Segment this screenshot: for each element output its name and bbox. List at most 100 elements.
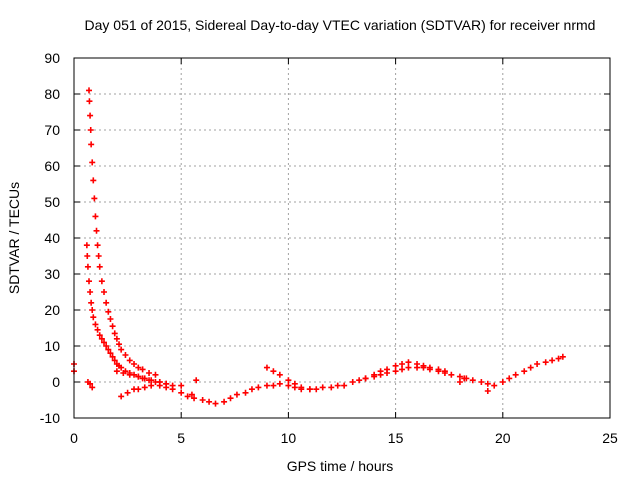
data-point bbox=[193, 377, 200, 384]
data-point bbox=[90, 177, 97, 184]
data-point bbox=[87, 112, 94, 119]
y-tick-label: 0 bbox=[52, 374, 60, 390]
y-axis-label: SDTVAR / TECUs bbox=[6, 182, 22, 294]
y-tick-label: 80 bbox=[44, 86, 60, 102]
data-point bbox=[334, 382, 341, 389]
data-point bbox=[86, 87, 93, 94]
data-point bbox=[188, 391, 195, 398]
data-point bbox=[349, 379, 356, 385]
y-tick-label: 70 bbox=[44, 122, 60, 138]
data-point bbox=[120, 370, 127, 376]
data-point bbox=[298, 384, 305, 391]
data-point bbox=[491, 382, 498, 389]
data-point bbox=[83, 242, 90, 249]
x-tick-label: 10 bbox=[281, 430, 297, 446]
data-point bbox=[98, 278, 105, 285]
data-point bbox=[148, 377, 155, 384]
data-point bbox=[109, 323, 116, 330]
data-point bbox=[559, 353, 566, 360]
data-point bbox=[89, 159, 96, 166]
data-point bbox=[233, 391, 240, 398]
x-tick-label: 5 bbox=[177, 430, 185, 446]
data-point bbox=[435, 366, 442, 373]
data-point bbox=[362, 375, 369, 382]
axis-ticks: -10 0 10 20 30 40 50 60 70 80 90 0 5 10 15 20 25 bbox=[40, 50, 618, 446]
data-point bbox=[94, 326, 101, 333]
data-point bbox=[306, 386, 313, 393]
data-point bbox=[469, 377, 476, 384]
data-point bbox=[90, 314, 97, 321]
data-point bbox=[392, 368, 399, 375]
data-point bbox=[92, 213, 99, 220]
data-point bbox=[135, 373, 142, 380]
data-point bbox=[426, 364, 433, 371]
series-isolated-points bbox=[71, 361, 491, 398]
data-point bbox=[126, 357, 133, 364]
data-point bbox=[534, 361, 541, 367]
y-tick-label: 90 bbox=[44, 50, 60, 66]
data-points bbox=[71, 87, 566, 407]
data-point bbox=[392, 362, 399, 369]
data-point bbox=[152, 371, 159, 378]
data-point bbox=[89, 307, 96, 313]
data-point bbox=[95, 253, 102, 259]
y-tick-label: 50 bbox=[44, 194, 60, 210]
data-point bbox=[92, 321, 99, 328]
data-point bbox=[107, 350, 114, 357]
data-point bbox=[184, 393, 191, 400]
data-point bbox=[86, 278, 93, 285]
data-point bbox=[270, 368, 277, 375]
data-point bbox=[146, 370, 153, 376]
data-point bbox=[499, 379, 506, 385]
data-point bbox=[206, 398, 213, 405]
data-point bbox=[319, 384, 326, 391]
data-point bbox=[521, 368, 528, 375]
data-point bbox=[107, 316, 114, 322]
data-point bbox=[86, 98, 93, 105]
data-point bbox=[113, 335, 120, 342]
data-point bbox=[122, 352, 129, 358]
data-point bbox=[313, 386, 320, 393]
data-point bbox=[478, 379, 485, 385]
x-tick-label: 0 bbox=[70, 430, 78, 446]
data-point bbox=[227, 395, 234, 402]
data-point bbox=[101, 339, 108, 346]
data-point bbox=[94, 242, 101, 249]
x-tick-label: 25 bbox=[602, 430, 618, 446]
data-point bbox=[341, 382, 348, 389]
data-point bbox=[135, 386, 142, 393]
data-point bbox=[111, 330, 118, 337]
series-main-band bbox=[118, 353, 566, 407]
data-point bbox=[103, 343, 110, 349]
data-point bbox=[118, 346, 125, 353]
y-tick-label: 60 bbox=[44, 158, 60, 174]
data-point bbox=[178, 389, 185, 396]
data-point bbox=[88, 141, 95, 148]
data-point bbox=[141, 384, 148, 391]
series-high-decay-track bbox=[86, 87, 159, 378]
data-point bbox=[405, 364, 412, 371]
x-tick-label: 15 bbox=[388, 430, 404, 446]
data-point bbox=[263, 382, 270, 389]
data-point bbox=[93, 227, 100, 234]
data-point bbox=[484, 388, 491, 394]
data-point bbox=[87, 127, 94, 133]
data-point bbox=[87, 289, 94, 295]
data-point bbox=[91, 195, 98, 202]
x-axis-label: GPS time / hours bbox=[287, 458, 394, 474]
data-point bbox=[163, 380, 170, 387]
data-point bbox=[371, 371, 378, 378]
data-point bbox=[178, 382, 185, 389]
data-point bbox=[448, 371, 455, 378]
data-point bbox=[291, 380, 298, 387]
grid bbox=[74, 58, 610, 418]
x-tick-label: 20 bbox=[495, 430, 511, 446]
data-point bbox=[118, 364, 125, 371]
data-point bbox=[98, 335, 105, 342]
data-point bbox=[169, 386, 176, 393]
data-point bbox=[512, 371, 519, 378]
data-point bbox=[527, 364, 534, 371]
series-secondary-band bbox=[113, 359, 448, 393]
y-tick-label: 10 bbox=[44, 338, 60, 354]
data-point bbox=[399, 366, 406, 373]
